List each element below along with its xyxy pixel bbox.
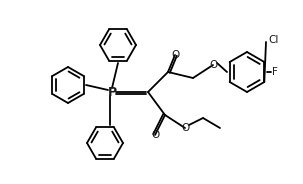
Text: O: O: [209, 60, 217, 70]
Text: P: P: [108, 86, 117, 98]
Text: O: O: [171, 50, 179, 60]
Text: Cl: Cl: [268, 35, 278, 45]
Text: O: O: [151, 130, 159, 140]
Text: F: F: [272, 67, 278, 77]
Text: O: O: [181, 123, 189, 133]
